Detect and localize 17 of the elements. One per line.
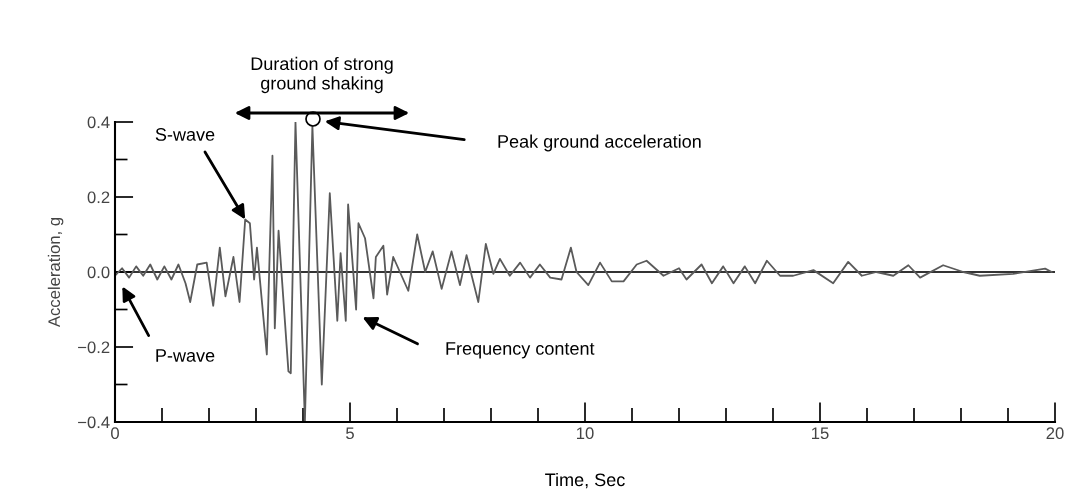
x-tick-label: 0 [111,427,119,440]
annotation: Frequency content [446,342,595,359]
y-tick-label: 0.2 [87,191,110,204]
text: Duration of strong ground shaking [251,56,393,94]
x-tick-label: 15 [812,427,829,440]
y-tick-label: 0.0 [87,266,110,279]
annotation: P-wave [156,349,215,362]
x-tick-label: 10 [577,427,594,440]
y-tick-label: −0.2 [78,341,110,354]
annotation: S-wave [155,128,215,141]
x-tick-label: 20 [1046,427,1064,440]
y-tick-label: 0.4 [87,116,110,129]
x-axis-title: Time, Sec [545,472,625,489]
annotation: Peak ground acceleration [498,134,701,152]
y-axis-title: Acceleration, g [47,217,64,328]
y-tick-label: −0.4 [78,416,110,429]
x-tick-label: 5 [346,427,354,440]
